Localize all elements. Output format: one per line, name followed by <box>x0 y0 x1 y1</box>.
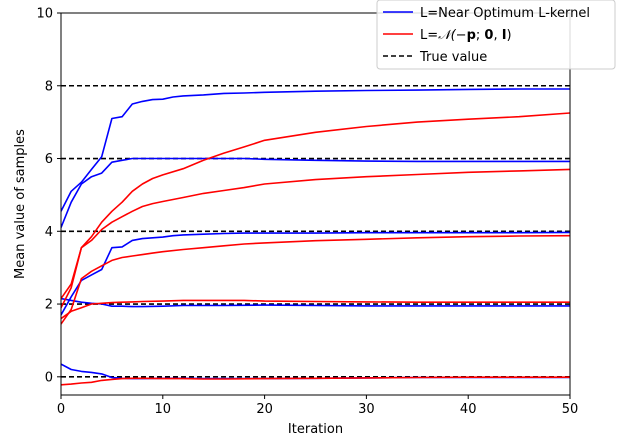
legend-gaussian-comma: , <box>493 28 501 43</box>
x-tick-label: 50 <box>562 402 579 417</box>
near-optimum-series-line <box>61 157 570 228</box>
y-tick-label: 8 <box>45 79 53 94</box>
near-optimum-series-line <box>61 88 570 212</box>
series-lines <box>61 88 570 386</box>
y-axis: 0 2 4 6 8 10 <box>36 7 61 385</box>
x-axis-label: Iteration <box>288 422 343 437</box>
legend-gaussian-sep: ; <box>476 28 485 43</box>
gaussian-series-line <box>61 168 570 309</box>
gaussian-series-line <box>61 234 570 325</box>
legend-label-true-value: True value <box>419 50 487 65</box>
legend-gaussian-math: 𝒩(− <box>438 28 466 43</box>
y-tick-label: 2 <box>45 298 53 313</box>
legend-gaussian-prefix: L= <box>420 28 438 43</box>
legend: L=Near Optimum L-kernel L=𝒩(−p; 0, I) Tr… <box>376 0 616 70</box>
legend-box <box>376 0 616 70</box>
plot-frame <box>60 12 571 396</box>
legend-label-gaussian: L=𝒩(−p; 0, I) <box>420 28 512 43</box>
y-axis-label: Mean value of samples <box>13 129 28 279</box>
gaussian-series-line <box>61 299 570 320</box>
legend-gaussian-identity: I <box>502 28 507 43</box>
legend-label-near-optimum: L=Near Optimum L-kernel <box>420 6 590 21</box>
x-tick-label: 0 <box>57 402 65 417</box>
x-tick-label: 40 <box>460 402 477 417</box>
gaussian-series-line <box>61 376 570 386</box>
y-tick-label: 10 <box>36 7 53 22</box>
near-optimum-series-line <box>61 231 570 316</box>
y-tick-label: 4 <box>45 225 53 240</box>
legend-gaussian-zero: 0 <box>484 28 493 43</box>
y-tick-label: 6 <box>45 152 53 167</box>
x-tick-label: 10 <box>155 402 172 417</box>
legend-gaussian-close: ) <box>507 28 512 43</box>
x-axis: 0 10 20 30 40 50 <box>57 395 578 417</box>
x-tick-label: 20 <box>256 402 273 417</box>
gaussian-series-line <box>61 112 570 300</box>
y-tick-label: 0 <box>45 370 53 385</box>
x-tick-label: 30 <box>358 402 375 417</box>
true-value-lines <box>61 84 570 378</box>
legend-gaussian-p: p <box>467 28 476 43</box>
